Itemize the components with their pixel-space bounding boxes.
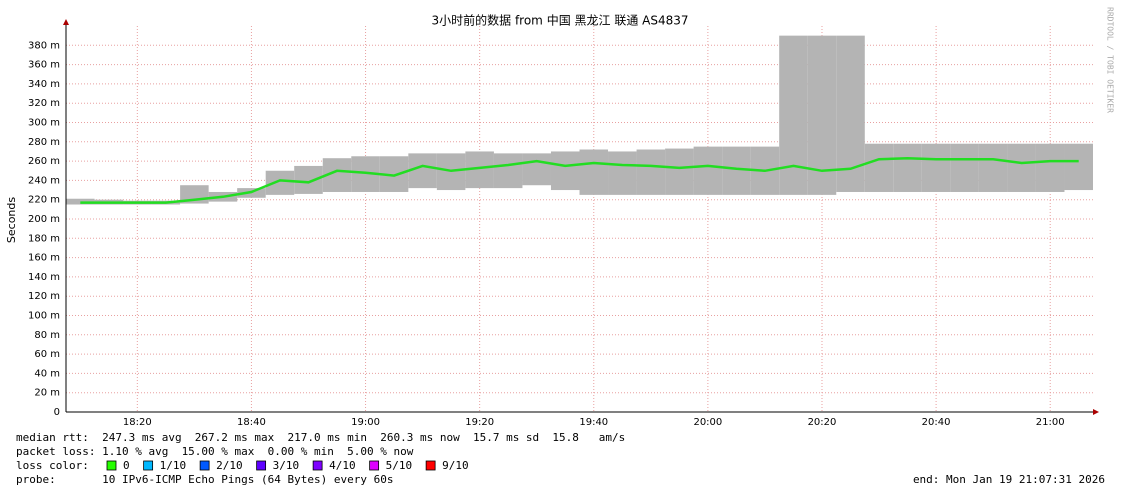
y-tick-label: 280 m [28, 137, 60, 148]
legend-label: 0 [123, 459, 130, 472]
stats-line: median rtt: 247.3 ms avg 267.2 ms max 21… [16, 431, 625, 444]
smoke-band [893, 143, 922, 192]
legend-label: 5/10 [386, 459, 413, 472]
y-tick-label: 80 m [34, 330, 60, 341]
axis-arrow [63, 19, 69, 25]
x-tick-label: 18:20 [123, 417, 152, 428]
smoke-band [1064, 143, 1093, 191]
x-tick-label: 20:00 [693, 417, 722, 428]
legend-swatch [425, 460, 436, 471]
x-tick-label: 20:20 [808, 417, 837, 428]
y-tick-label: 180 m [28, 233, 60, 244]
probe-line: probe: 10 IPv6-ICMP Echo Pings (64 Bytes… [16, 473, 394, 486]
y-tick-label: 40 m [34, 368, 60, 379]
x-tick-label: 21:00 [1036, 417, 1065, 428]
smoke-band [493, 153, 523, 189]
y-tick-label: 240 m [28, 175, 60, 186]
smoke-band [522, 153, 551, 186]
y-tick-label: 340 m [28, 79, 60, 90]
y-tick-label: 100 m [28, 311, 60, 322]
x-tick-label: 19:00 [351, 417, 380, 428]
smoke-band [665, 148, 694, 195]
legend-swatch [369, 460, 380, 471]
smoke-band [608, 151, 637, 195]
x-tick-label: 18:40 [237, 417, 266, 428]
y-tick-label: 260 m [28, 156, 60, 167]
smoke-band [294, 165, 323, 194]
legend-label: 3/10 [273, 459, 300, 472]
smoke-band [950, 143, 979, 192]
smoke-band [779, 35, 808, 195]
y-tick-label: 220 m [28, 195, 60, 206]
axis-arrow [1093, 409, 1099, 415]
legend-swatch [256, 460, 267, 471]
smoke-band [265, 170, 295, 195]
smoke-band [579, 149, 609, 195]
y-tick-label: 20 m [34, 388, 60, 399]
stats-line: packet loss: 1.10 % avg 15.00 % max 0.00… [16, 445, 414, 458]
chart-title: 3小时前的数据 from 中国 黑龙江 联通 AS4837 [432, 13, 689, 28]
x-tick-label: 19:40 [579, 417, 608, 428]
legend-swatch [199, 460, 210, 471]
loss-label: loss color: [16, 459, 89, 472]
y-tick-label: 320 m [28, 98, 60, 109]
legend-swatch [106, 460, 117, 471]
legend-label: 2/10 [216, 459, 243, 472]
median-line [80, 156, 1079, 204]
x-tick-label: 20:40 [922, 417, 951, 428]
y-axis-label: Seconds [5, 197, 18, 243]
smoke-band [636, 149, 666, 195]
y-tick-label: 0 [54, 407, 60, 418]
smoke-band [66, 198, 95, 205]
legend-label: 1/10 [160, 459, 187, 472]
smoke-band [550, 151, 580, 191]
y-tick-label: 380 m [28, 40, 60, 51]
legend-swatch [143, 460, 154, 471]
smoke-band [722, 146, 751, 195]
smoke-band [1035, 143, 1065, 192]
y-tick-label: 200 m [28, 214, 60, 225]
legend-swatch [312, 460, 323, 471]
y-tick-label: 300 m [28, 118, 60, 129]
legend-label: 4/10 [329, 459, 356, 472]
y-tick-label: 360 m [28, 60, 60, 71]
watermark: RRDTOOL / TOBI OETIKER [1106, 7, 1115, 113]
smoke-band [978, 143, 1008, 192]
smoke-band [408, 153, 437, 189]
y-tick-label: 120 m [28, 291, 60, 302]
y-tick-label: 60 m [34, 349, 60, 360]
x-tick-label: 19:20 [465, 417, 494, 428]
legend-label: 9/10 [442, 459, 469, 472]
end-time: end: Mon Jan 19 21:07:31 2026 [913, 473, 1105, 486]
smoke-band [921, 143, 951, 192]
smoke-band [864, 143, 894, 192]
smoke-band [1007, 143, 1036, 192]
smoke-band [693, 146, 723, 195]
y-tick-label: 160 m [28, 253, 60, 264]
y-tick-label: 140 m [28, 272, 60, 283]
